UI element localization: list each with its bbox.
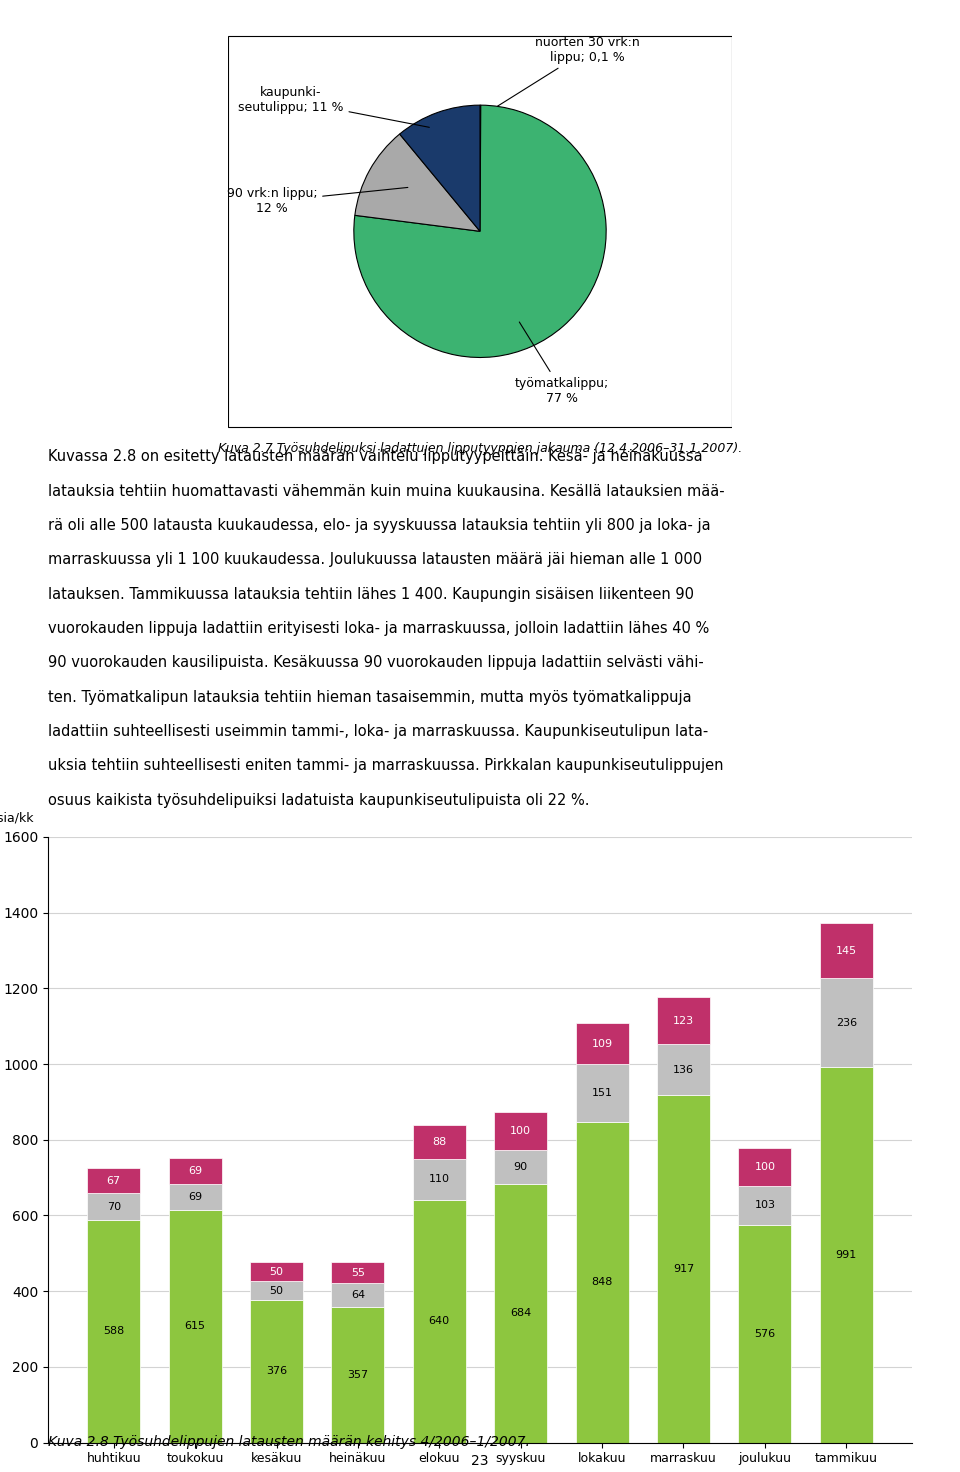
Bar — [413, 1158, 466, 1200]
Text: 136: 136 — [673, 1064, 694, 1075]
Text: 848: 848 — [591, 1278, 612, 1287]
Text: 90 vuorokauden kausilipuista. Kesäkuussa 90 vuorokauden lippuja ladattiin selväs: 90 vuorokauden kausilipuista. Kesäkuussa… — [48, 655, 704, 670]
Text: latauksen. Tammikuussa latauksia tehtiin lähes 1 400. Kaupungin sisäisen liikent: latauksen. Tammikuussa latauksia tehtiin… — [48, 587, 694, 602]
Bar — [331, 1307, 384, 1443]
Bar — [169, 1183, 222, 1210]
Wedge shape — [355, 134, 480, 231]
Text: 576: 576 — [755, 1329, 776, 1338]
Text: 69: 69 — [188, 1166, 203, 1176]
Text: 151: 151 — [591, 1088, 612, 1098]
Text: ladattiin suhteellisesti useimmin tammi-, loka- ja marraskuussa. Kaupunkiseutuli: ladattiin suhteellisesti useimmin tammi-… — [48, 724, 708, 739]
Bar — [738, 1185, 791, 1225]
Bar — [87, 1169, 140, 1194]
Text: 684: 684 — [510, 1309, 531, 1317]
Text: 67: 67 — [107, 1176, 121, 1186]
Text: latauksia tehtiin huomattavasti vähemmän kuin muina kuukausina. Kesällä latauksi: latauksia tehtiin huomattavasti vähemmän… — [48, 484, 725, 499]
Bar — [169, 1210, 222, 1443]
Text: 109: 109 — [591, 1039, 612, 1048]
Bar — [331, 1284, 384, 1307]
Text: 103: 103 — [755, 1200, 776, 1210]
Bar — [494, 1150, 547, 1183]
Text: rä oli alle 500 latausta kuukaudessa, elo- ja syyskuussa latauksia tehtiin yli 8: rä oli alle 500 latausta kuukaudessa, el… — [48, 518, 710, 533]
Text: 70: 70 — [107, 1201, 121, 1211]
Text: 640: 640 — [429, 1316, 450, 1326]
Bar — [169, 1157, 222, 1183]
Text: 50: 50 — [270, 1285, 283, 1295]
Bar — [87, 1220, 140, 1443]
Wedge shape — [399, 105, 480, 231]
Bar — [576, 1023, 629, 1064]
Bar — [657, 1095, 710, 1443]
Bar — [250, 1263, 303, 1281]
Bar — [657, 1044, 710, 1095]
Bar — [331, 1263, 384, 1284]
Bar — [494, 1111, 547, 1150]
Text: vuorokauden lippuja ladattiin erityisesti loka- ja marraskuussa, jolloin ladatti: vuorokauden lippuja ladattiin erityisest… — [48, 621, 709, 636]
Text: 55: 55 — [351, 1267, 365, 1278]
Text: uksia tehtiin suhteellisesti eniten tammi- ja marraskuussa. Pirkkalan kaupunkise: uksia tehtiin suhteellisesti eniten tamm… — [48, 758, 724, 773]
Bar — [250, 1300, 303, 1443]
Text: marraskuussa yli 1 100 kuukaudessa. Joulukuussa latausten määrä jäi hieman alle : marraskuussa yli 1 100 kuukaudessa. Joul… — [48, 552, 702, 567]
Text: 991: 991 — [835, 1250, 857, 1260]
Text: 90: 90 — [514, 1161, 528, 1172]
Text: nuorten 30 vrk:n
lippu; 0,1 %: nuorten 30 vrk:n lippu; 0,1 % — [497, 35, 639, 106]
Text: työmatkalippu;
77 %: työmatkalippu; 77 % — [515, 322, 610, 405]
Bar — [87, 1194, 140, 1220]
Text: 69: 69 — [188, 1192, 203, 1201]
Text: 64: 64 — [350, 1291, 365, 1300]
Text: 100: 100 — [755, 1161, 776, 1172]
Text: 236: 236 — [836, 1017, 857, 1027]
Bar — [576, 1064, 629, 1122]
Text: Kuvassa 2.8 on esitetty latausten määrän vaihtelu lipputyypeittäin. Kesä- ja hei: Kuvassa 2.8 on esitetty latausten määrän… — [48, 449, 703, 464]
Text: 88: 88 — [432, 1136, 446, 1147]
Text: Kuva 2.7 Työsuhdelipuksi ladattujen lipputyyppien jakauma (12.4.2006–31.1.2007).: Kuva 2.7 Työsuhdelipuksi ladattujen lipp… — [218, 442, 742, 455]
Bar — [494, 1183, 547, 1443]
Y-axis label: latauksia/kk: latauksia/kk — [0, 813, 34, 824]
Text: 145: 145 — [836, 945, 857, 955]
Text: 100: 100 — [510, 1126, 531, 1136]
Bar — [576, 1122, 629, 1443]
Bar — [820, 977, 873, 1067]
Bar — [820, 1067, 873, 1443]
Text: 357: 357 — [348, 1370, 369, 1379]
Text: 917: 917 — [673, 1264, 694, 1273]
Bar — [413, 1126, 466, 1158]
Text: osuus kaikista työsuhdelipuiksi ladatuista kaupunkiseutulipuista oli 22 %.: osuus kaikista työsuhdelipuiksi ladatuis… — [48, 792, 589, 808]
Wedge shape — [354, 105, 606, 358]
Bar — [738, 1148, 791, 1185]
Text: 110: 110 — [429, 1175, 450, 1185]
Text: 588: 588 — [103, 1326, 125, 1337]
Text: 376: 376 — [266, 1366, 287, 1376]
Text: 123: 123 — [673, 1016, 694, 1026]
Text: 23: 23 — [471, 1454, 489, 1468]
Text: 90 vrk:n lippu;
12 %: 90 vrk:n lippu; 12 % — [227, 187, 408, 215]
Text: kaupunki-
seutulippu; 11 %: kaupunki- seutulippu; 11 % — [238, 87, 429, 127]
Text: 615: 615 — [184, 1322, 205, 1331]
Text: Kuva 2.8 Työsuhdelippujen latausten määrän kehitys 4/2006–1/2007.: Kuva 2.8 Työsuhdelippujen latausten määr… — [48, 1435, 530, 1448]
Bar — [657, 998, 710, 1044]
Bar — [820, 923, 873, 977]
Bar — [738, 1225, 791, 1443]
Text: 50: 50 — [270, 1267, 283, 1276]
Bar — [250, 1281, 303, 1300]
Text: ten. Työmatkalipun latauksia tehtiin hieman tasaisemmin, mutta myös työmatkalipp: ten. Työmatkalipun latauksia tehtiin hie… — [48, 689, 691, 705]
Bar — [413, 1200, 466, 1443]
